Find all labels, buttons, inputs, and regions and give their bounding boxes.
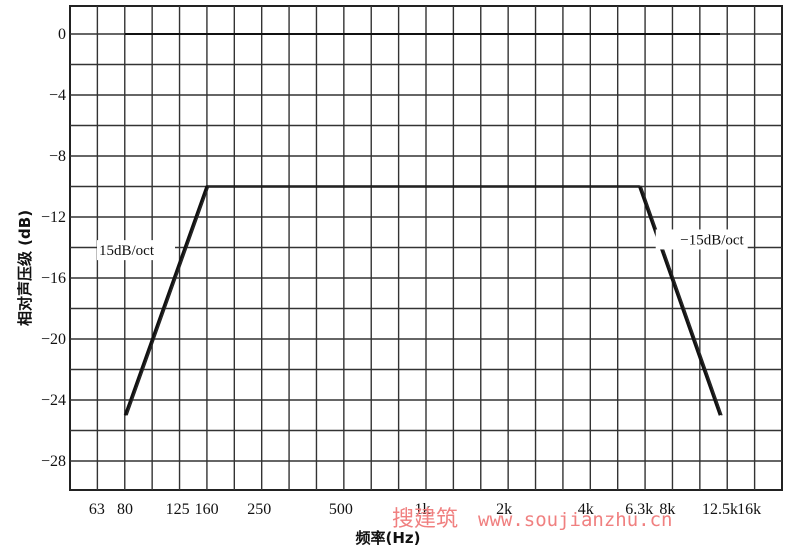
y-tick-label: −8	[49, 148, 66, 165]
annotation-bg	[97, 240, 175, 261]
x-tick-label: 2k	[496, 501, 512, 518]
slope-annotation: −15dB/oct	[680, 232, 744, 248]
x-tick-label: 1k	[415, 501, 431, 518]
y-tick-label: −28	[41, 453, 66, 470]
x-tick-label: 6.3k	[625, 501, 653, 518]
annotations: 15dB/oct −15dB/oct	[97, 229, 748, 261]
watermark-url: www.soujianzhu.cn	[478, 509, 672, 531]
x-tick-label: 80	[117, 501, 133, 518]
x-tick-labels: 63 80 125 160 250 500 1k 2k 4k 6.3k 8k 12.5k 16k	[89, 501, 761, 518]
y-tick-label: −4	[49, 87, 66, 104]
x-tick-label: 125	[166, 501, 190, 518]
x-tick-label: 160	[195, 501, 219, 518]
y-tick-label: −16	[41, 270, 66, 287]
annotation-bg	[655, 229, 748, 250]
y-tick-label: −20	[41, 331, 66, 348]
series-line-shadow	[126, 185, 723, 416]
x-tick-label: 4k	[578, 501, 594, 518]
x-axis-title: 频率(Hz)	[356, 529, 421, 547]
x-tick-label: 12.5k	[702, 501, 738, 518]
x-tick-label: 63	[89, 501, 105, 518]
y-tick-label: −12	[41, 209, 66, 226]
slope-annotation: 15dB/oct	[99, 243, 155, 259]
x-tick-label: 500	[329, 501, 353, 518]
y-tick-labels: 0 −4 −8 −12 −16 −20 −24 −28	[41, 26, 66, 470]
series-layer	[123, 33, 723, 416]
x-tick-label: 250	[247, 501, 271, 518]
x-tick-label: 8k	[659, 501, 675, 518]
series-line	[123, 185, 722, 416]
y-axis-title: 相对声压级 (dB)	[16, 210, 34, 326]
watermark-cn: 搜建筑	[392, 507, 458, 532]
y-tick-label: −24	[41, 392, 66, 409]
x-tick-label: 16k	[737, 501, 761, 518]
y-tick-label: 0	[58, 26, 66, 43]
